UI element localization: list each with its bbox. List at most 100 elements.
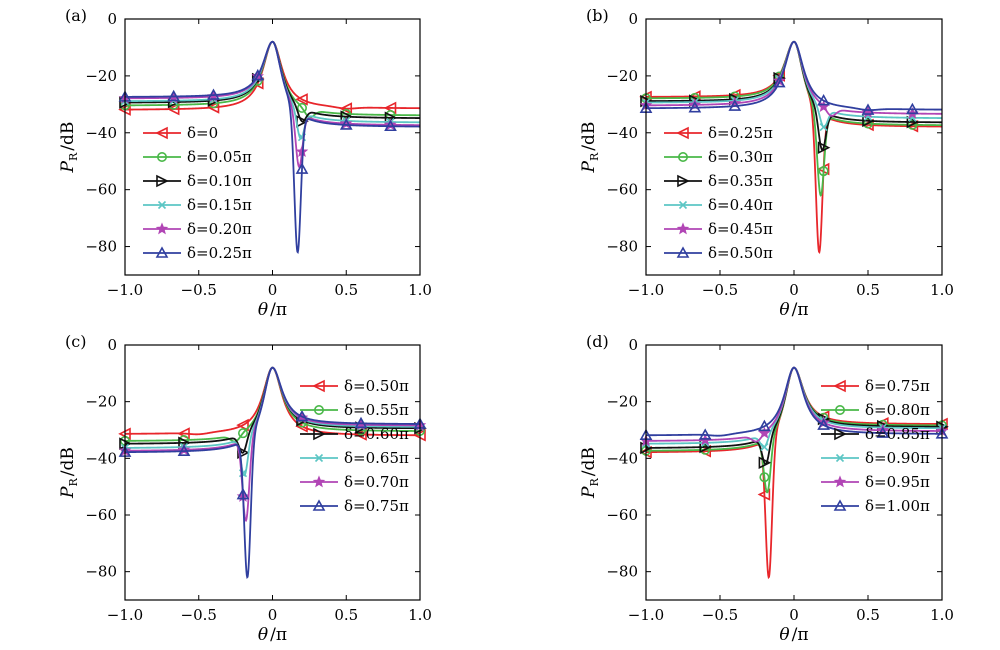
series-marker: [177, 443, 191, 456]
x-tick-label: 0: [789, 281, 799, 299]
series-marker: [862, 114, 875, 128]
series-marker: [384, 118, 397, 131]
y-axis-label: PR/dB: [58, 122, 80, 174]
x-tick-label: 1.0: [930, 606, 954, 624]
series-line: [124, 366, 420, 580]
series-marker: [698, 428, 712, 440]
series-marker: [206, 101, 220, 114]
x-axis-label: θ/π: [779, 300, 808, 320]
series-marker: [236, 487, 250, 500]
series-marker: [207, 88, 220, 100]
legend-entry: δ=0.15π: [187, 196, 252, 214]
x-tick-label: −0.5: [702, 606, 738, 624]
series-marker: [906, 102, 919, 115]
series-marker: [295, 409, 309, 422]
x-tick-label: −1.0: [107, 281, 143, 299]
legend-entry: δ=0.60π: [344, 425, 409, 443]
legend-entry: δ=0.70π: [344, 473, 409, 491]
y-tick-label: −20: [85, 67, 117, 85]
legend-marker: [677, 152, 688, 163]
y-tick-label: 0: [628, 336, 638, 354]
y-tick-label: −20: [606, 67, 638, 85]
legend: δ=0.75π δ=0.80π δ=0.85π δ=0.90π δ=0.95π δ=1.0…: [821, 377, 930, 515]
series-line: [646, 40, 943, 254]
series-marker: [760, 442, 769, 452]
series-6: [118, 40, 421, 254]
series-4: [641, 40, 943, 132]
legend-entry: δ=0.50π: [708, 244, 773, 262]
legend-marker: [155, 222, 169, 235]
series-marker: [167, 89, 181, 102]
legend-entry: δ=0.25π: [708, 124, 773, 142]
series-marker: [251, 68, 265, 81]
series-marker: [354, 428, 367, 441]
y-tick-label: −40: [85, 124, 117, 142]
x-tick-label: 0.5: [856, 281, 880, 299]
y-tick-label: 0: [107, 10, 117, 28]
x-tick-label: 0: [789, 606, 799, 624]
series-marker: [772, 75, 786, 88]
panel-label: (c): [65, 332, 86, 351]
series-marker: [817, 418, 830, 430]
x-tick-label: 0.5: [334, 281, 358, 299]
legend-marker: [834, 427, 847, 441]
legend-marker: [157, 200, 167, 210]
legend: δ=0.50π δ=0.55π δ=0.60π δ=0.65π δ=0.70π δ=0.7…: [300, 377, 409, 515]
legend-marker: [676, 126, 689, 140]
legend-marker: [835, 453, 845, 463]
y-tick-label: −20: [85, 393, 117, 411]
y-tick-label: −60: [606, 181, 638, 199]
legend-entry: δ=1.00π: [865, 497, 930, 515]
x-tick-label: 1.0: [408, 281, 432, 299]
legend-marker: [833, 475, 847, 488]
x-tick-label: 1.0: [408, 606, 432, 624]
plot-frame: [645, 18, 943, 276]
series-line: [646, 40, 942, 197]
series-marker: [758, 426, 771, 439]
series-marker: [728, 99, 742, 111]
series-line: [646, 40, 942, 111]
series-marker: [817, 93, 830, 106]
series-marker: [758, 456, 772, 470]
series-marker: [236, 418, 249, 432]
legend-entry: δ=0.90π: [865, 449, 930, 467]
y-tick-label: −60: [85, 181, 117, 199]
legend-entry: δ=0: [187, 124, 218, 142]
series-marker: [296, 102, 307, 113]
series-6: [639, 366, 949, 441]
legend-marker: [677, 174, 690, 188]
x-tick-label: −1.0: [107, 606, 143, 624]
legend-marker: [155, 246, 169, 258]
x-axis-label: θ/π: [779, 625, 808, 645]
legend-entry: δ=0.85π: [865, 425, 930, 443]
series-line: [646, 366, 943, 437]
y-tick-label: −40: [85, 449, 117, 467]
legend-marker: [314, 453, 324, 463]
legend-entry: δ=0.75π: [865, 377, 930, 395]
x-tick-label: 0.5: [856, 606, 880, 624]
series-line: [646, 40, 943, 117]
x-tick-label: 1.0: [930, 281, 954, 299]
series-1: [118, 40, 420, 116]
legend-marker: [676, 246, 690, 258]
plot-frame: [124, 18, 421, 276]
legend-entry: δ=0.30π: [708, 148, 773, 166]
legend-entry: δ=0.25π: [187, 244, 252, 262]
legend-marker: [313, 427, 326, 441]
y-axis-label: PR/dB: [58, 447, 80, 499]
x-tick-label: −1.0: [628, 281, 664, 299]
series-marker: [238, 428, 249, 439]
x-tick-label: −0.5: [702, 281, 738, 299]
legend-marker: [678, 200, 688, 210]
series-line: [646, 40, 943, 129]
series-2: [640, 40, 942, 197]
panel-a: −1.0 −0.5 0 0.5 1.0 0 −20 −40 −60 −80 θ/π PR/dB (a) δ…: [58, 6, 432, 320]
panel-label: (a): [65, 6, 87, 25]
x-axis-label: θ/π: [258, 625, 287, 645]
series-marker: [817, 141, 831, 154]
panel-label: (d): [586, 332, 609, 351]
x-tick-label: −0.5: [181, 281, 217, 299]
x-axis-label: θ/π: [258, 300, 287, 320]
y-tick-label: −80: [606, 563, 638, 581]
